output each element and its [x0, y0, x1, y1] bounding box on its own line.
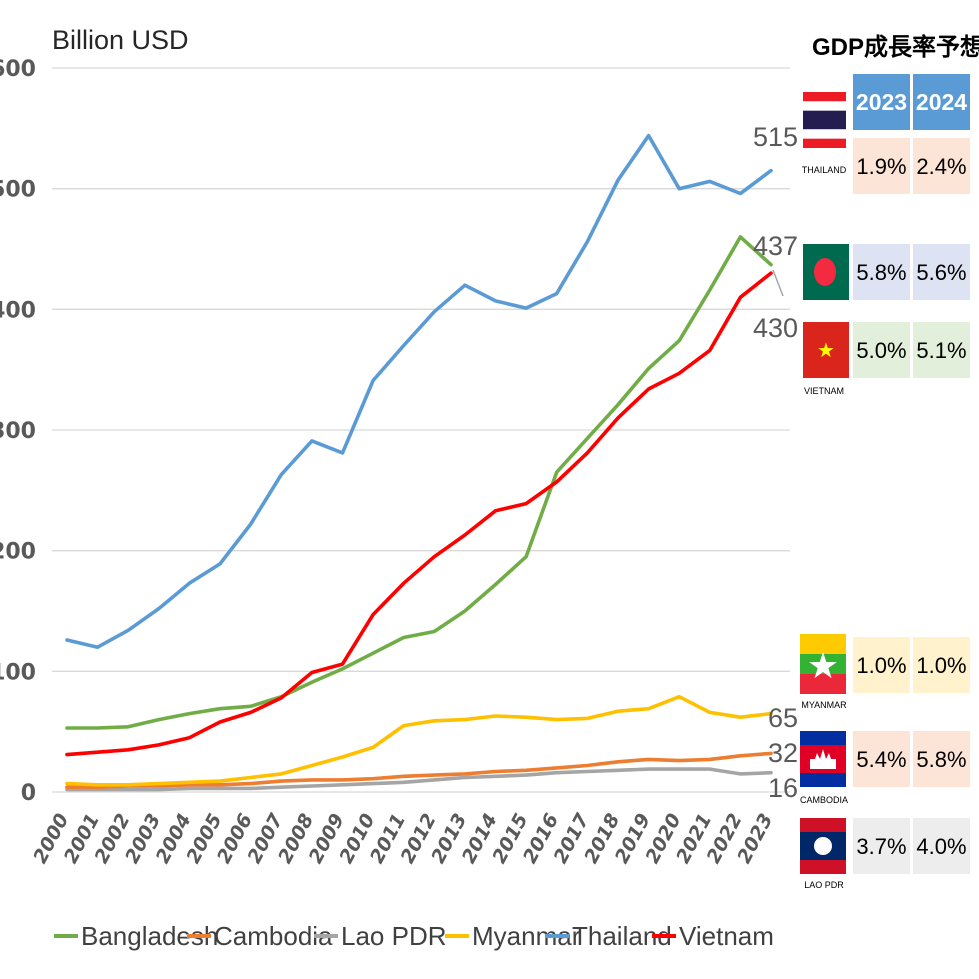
forecast-row: 5.8% 5.6% [803, 244, 970, 300]
forecast-cell [853, 322, 910, 378]
myanmar-flag-icon: ★ [800, 634, 846, 694]
end-label-myanmar: 65 [768, 703, 798, 733]
flag-stripe [800, 674, 846, 694]
y-tick-label: 200 [0, 540, 36, 565]
legend-item-lao-pdr: Lao PDR [314, 921, 447, 951]
year-header-label: 2023 [856, 89, 907, 115]
end-label-bangladesh: 437 [753, 231, 798, 261]
forecast-value: 5.6% [916, 260, 966, 285]
forecast-cell [913, 731, 970, 787]
flag-stripe [803, 101, 846, 111]
flag-stripe [803, 110, 846, 130]
y-tick-label: 500 [0, 178, 36, 203]
leader-line [772, 269, 784, 297]
laos-flag-icon [800, 818, 846, 874]
y-tick-label: 400 [0, 298, 36, 323]
legend-label: Cambodia [214, 921, 333, 951]
temple-icon [810, 749, 836, 769]
forecast-row: THAILAND 1.9% 2.4% [802, 92, 970, 194]
flag-stripe [800, 634, 846, 654]
forecast-value: 1.9% [856, 154, 906, 179]
series-line-lao-pdr [65, 767, 773, 792]
forecast-value: 3.7% [856, 834, 906, 859]
forecast-table: GDP成長率予想 2023 2024 THAILAND 1.9% 2.4% 5.8% 5.6%… [800, 33, 979, 890]
end-label-cambodia: 32 [768, 738, 798, 768]
country-label: CAMBODIA [800, 795, 848, 805]
legend-label: Vietnam [679, 921, 774, 951]
y-tick-label: 0 [21, 781, 36, 806]
forecast-cell [913, 637, 970, 693]
forecast-cell [913, 322, 970, 378]
legend-label: Lao PDR [341, 921, 447, 951]
forecast-cell [853, 244, 910, 300]
series-line-myanmar [65, 694, 773, 787]
year-header-cell [913, 74, 970, 130]
flag-stripe [803, 92, 846, 102]
forecast-value: 5.4% [856, 747, 906, 772]
end-label-vietnam: 430 [753, 313, 798, 343]
forecast-cell [853, 731, 910, 787]
forecast-value: 5.1% [916, 338, 966, 363]
thailand-flag-icon [803, 92, 846, 148]
bangladesh-flag-icon [803, 244, 849, 300]
forecast-row: ★ VIETNAM 5.0% 5.1% [803, 322, 970, 396]
year-header-cell [853, 74, 910, 130]
gridlines [52, 67, 790, 793]
series-line-thailand [65, 133, 773, 650]
vietnam-flag-icon: ★ [803, 322, 849, 378]
star-icon: ★ [807, 646, 839, 687]
y-tick-label: 600 [0, 57, 36, 82]
series-line-bangladesh [65, 235, 773, 730]
forecast-value: 2.4% [916, 154, 966, 179]
end-labels: 437 32 16 65 515 430 [753, 122, 798, 803]
forecast-cell [853, 138, 910, 194]
forecast-value: 5.8% [856, 260, 906, 285]
forecast-value: 5.8% [916, 747, 966, 772]
y-tick-label: 300 [0, 419, 36, 444]
end-label-thailand: 515 [753, 122, 798, 152]
y-unit-label: Billion USD [52, 25, 189, 55]
forecast-value: 4.0% [916, 834, 966, 859]
x-axis: 2000200120022003200420052006200720082009… [29, 809, 777, 867]
forecast-cell [853, 818, 910, 874]
end-label-lao-pdr: 16 [768, 773, 798, 803]
country-label: MYANMAR [801, 700, 847, 710]
forecast-row: CAMBODIA 5.4% 5.8% [800, 731, 970, 805]
flag-stripe [803, 129, 846, 139]
forecast-row: LAO PDR 3.7% 4.0% [800, 818, 970, 890]
forecast-cell [913, 138, 970, 194]
star-icon: ★ [817, 338, 835, 362]
series-lines [65, 133, 773, 792]
forecast-cell [853, 637, 910, 693]
legend-item-cambodia: Cambodia [187, 921, 333, 951]
forecast-value: 1.0% [916, 653, 966, 678]
forecast-cell [913, 818, 970, 874]
series-line-cambodia [65, 751, 773, 790]
country-label: LAO PDR [804, 880, 844, 890]
country-label: THAILAND [802, 165, 847, 175]
flag-stripe [803, 138, 846, 148]
forecast-value: 5.0% [856, 338, 906, 363]
flag-disc [814, 258, 836, 286]
flag-stripe [800, 654, 846, 674]
y-tick-label: 100 [0, 660, 36, 685]
forecast-cell [913, 244, 970, 300]
flag-field [803, 322, 849, 378]
forecast-row: ★ MYANMAR 1.0% 1.0% [800, 634, 970, 710]
legend-item-vietnam: Vietnam [652, 921, 774, 951]
year-header-label: 2024 [916, 89, 967, 115]
forecast-title: GDP成長率予想 [812, 33, 979, 61]
flag-disc [814, 837, 832, 855]
series-line-vietnam [65, 271, 773, 757]
cambodia-flag-icon [800, 731, 846, 787]
country-label: VIETNAM [804, 386, 844, 396]
forecast-value: 1.0% [856, 653, 906, 678]
y-axis: 0 100 200 300 400 500 600 [0, 57, 36, 806]
